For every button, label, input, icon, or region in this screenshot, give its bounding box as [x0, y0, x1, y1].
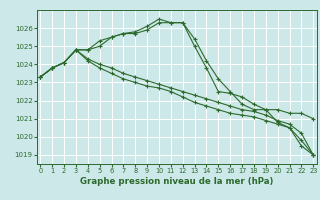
X-axis label: Graphe pression niveau de la mer (hPa): Graphe pression niveau de la mer (hPa) [80, 177, 274, 186]
